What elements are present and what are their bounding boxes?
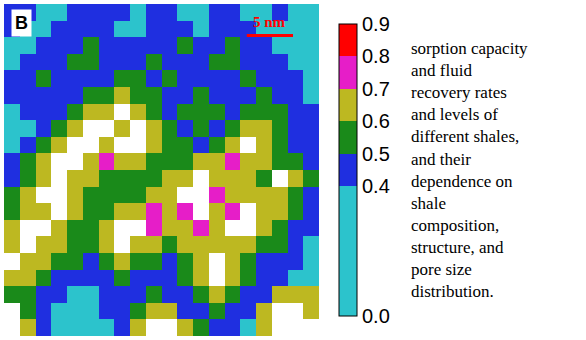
svg-text:0.4: 0.4 [362,175,390,197]
svg-text:B: B [15,13,28,33]
svg-text:0.6: 0.6 [362,110,390,132]
svg-text:0.8: 0.8 [362,45,390,67]
svg-text:0.0: 0.0 [362,305,390,327]
svg-text:5 nm: 5 nm [253,14,286,30]
svg-text:0.9: 0.9 [362,13,390,35]
svg-text:sorption capacityand fluidreco: sorption capacityand fluidrecovery rates… [411,39,528,301]
svg-text:0.7: 0.7 [362,78,390,100]
svg-text:0.5: 0.5 [362,143,390,165]
